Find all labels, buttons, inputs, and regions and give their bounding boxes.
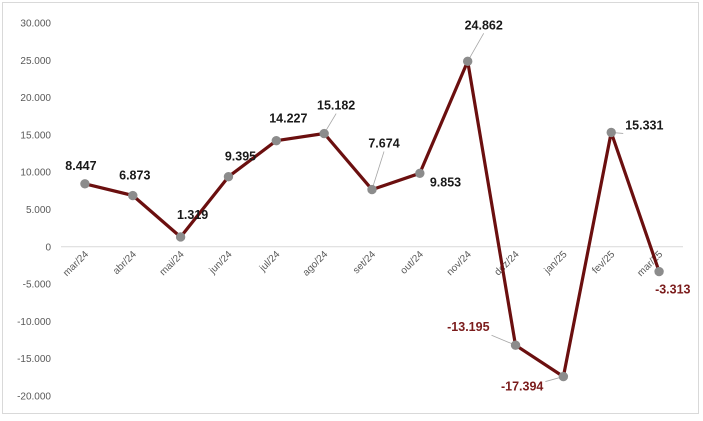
data-point [80,179,90,189]
x-tick-label: jun/24 [207,249,235,277]
x-tick-label: mai/24 [158,249,187,278]
data-point [128,190,138,201]
y-tick-label: 0 [45,242,51,253]
y-tick-label: 10.000 [20,168,51,179]
y-tick-label: 20.000 [20,93,51,104]
line-chart: 30.000 25.000 20.000 15.000 10.000 5.000 0 -5.0… [17,18,690,403]
data-point [223,172,234,182]
data-label: 24.862 [465,18,503,32]
data-label: 9.853 [430,175,461,189]
y-tick-label: -20.000 [17,392,51,403]
data-point [462,56,473,67]
leader-line [371,151,385,190]
series-line [83,59,661,379]
data-point [319,128,329,139]
series-polyline [83,59,661,379]
data-label: 8.447 [65,159,96,173]
data-labels: 8.447 6.873 1.319 9.395 14.227 15.182 7.674 9.8… [65,18,690,393]
x-tick-label: ago/24 [301,249,331,279]
x-tick-label: fev/25 [590,249,617,276]
y-tick-label: -10.000 [17,317,51,328]
data-point [415,168,425,178]
x-axis: mar/24 abr/24 mai/24 jun/24 jul/24 ago/24 set/… [61,246,683,279]
data-label: 14.227 [269,112,307,126]
data-point [175,232,186,242]
y-tick-label: 5.000 [26,205,51,216]
data-point [367,184,377,195]
data-markers [80,56,664,382]
data-point [606,127,616,138]
data-point [510,340,521,350]
data-label: 9.395 [225,150,256,164]
data-label: -3.313 [655,283,690,297]
y-axis: 30.000 25.000 20.000 15.000 10.000 5.000 0 -5.0… [17,19,51,403]
y-tick-label: 25.000 [20,56,51,67]
y-tick-label: -15.000 [17,354,51,365]
chart-frame: 30.000 25.000 20.000 15.000 10.000 5.000 0 -5.0… [2,2,699,414]
data-point [271,135,282,146]
data-point [654,266,664,277]
leader-line [467,33,485,62]
data-label: 15.331 [625,118,663,132]
x-tick-label: mar/24 [61,249,91,279]
x-tick-label: abr/24 [111,249,139,277]
data-label: -17.394 [501,380,543,394]
data-label: -13.195 [447,320,489,334]
data-label: 6.873 [119,169,150,183]
x-tick-label: jul/24 [257,249,283,275]
data-label: 7.674 [368,137,399,151]
y-tick-label: 30.000 [20,19,51,30]
x-tick-label: dez/24 [493,249,522,278]
x-tick-label: nov/24 [445,249,474,278]
x-tick-label: set/24 [351,249,378,276]
data-label: 1.319 [177,208,208,222]
x-tick-label: jan/25 [542,249,570,277]
y-tick-label: 15.000 [20,130,51,141]
x-tick-label: out/24 [399,249,427,277]
data-point [558,371,569,382]
y-tick-label: -5.000 [23,280,52,291]
data-label: 15.182 [317,99,355,113]
